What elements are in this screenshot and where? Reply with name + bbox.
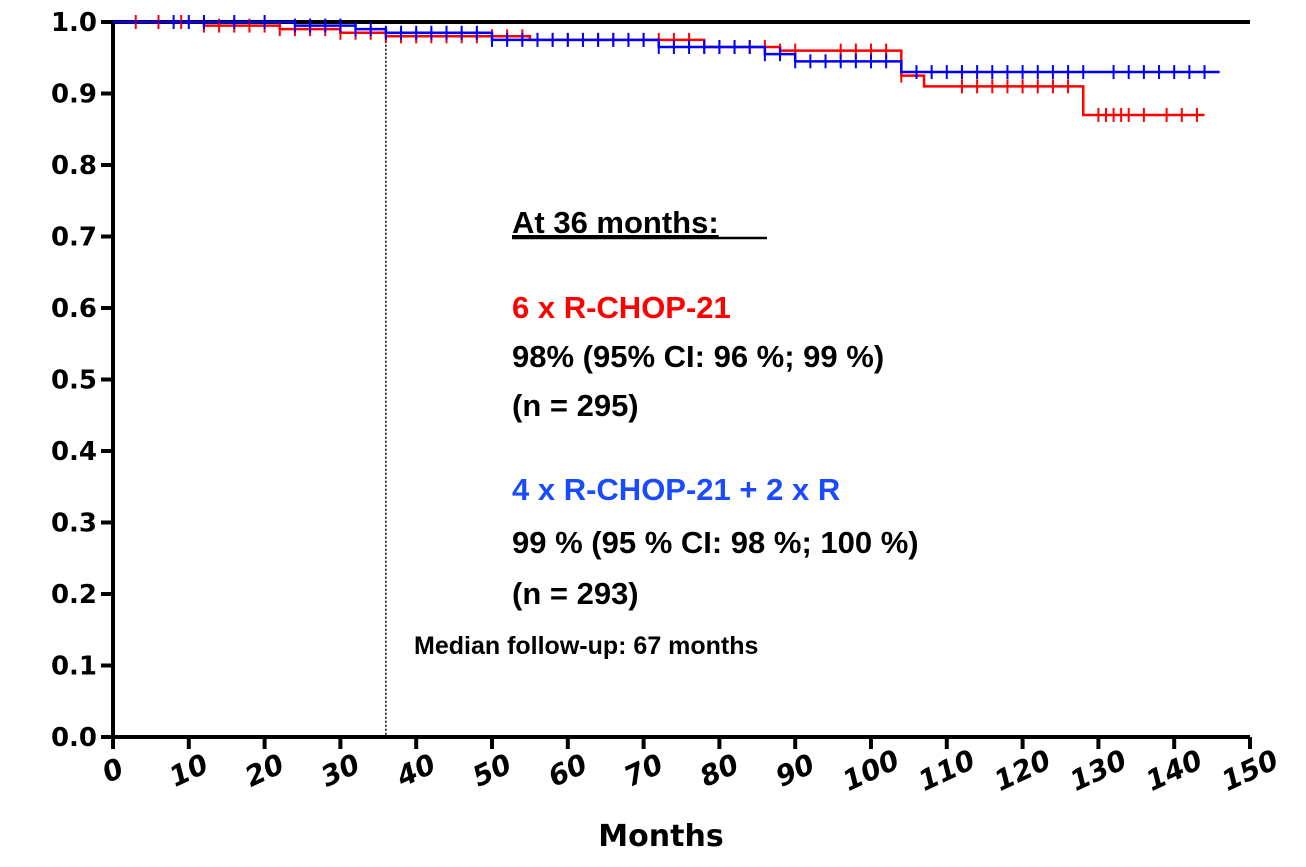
survival-curves xyxy=(113,15,1220,122)
y-tick-label: 0.9 xyxy=(51,80,97,110)
x-tick-label: 90 xyxy=(771,747,820,793)
annotation-heading: At 36 months: xyxy=(512,205,719,240)
median-follow-up-note: Median follow-up: 67 months xyxy=(414,632,758,660)
annotation-block: At 36 months: 6 x R-CHOP-21 98% (95% CI:… xyxy=(414,205,919,660)
x-tick-label: 70 xyxy=(619,747,668,793)
y-tick-label: 0.3 xyxy=(51,509,97,539)
x-tick-label: 150 xyxy=(1217,743,1284,798)
y-tick-label: 0.0 xyxy=(51,723,97,753)
x-tick-label: 40 xyxy=(391,747,441,794)
x-axis-label: Months xyxy=(598,819,723,854)
group2-value: 99 % (95 % CI: 98 %; 100 %) xyxy=(512,525,919,560)
series-1 xyxy=(113,15,1205,122)
x-tick-label: 10 xyxy=(164,747,213,793)
x-tick-label: 80 xyxy=(695,747,744,793)
group1-name: 6 x R-CHOP-21 xyxy=(512,290,731,325)
x-tick-label: 50 xyxy=(467,747,516,793)
axis-ticks: 0.0 0.1 0.2 0.3 0.4 0.5 0.6 0.7 0.8 0.9 1.0 0 10 20 30… xyxy=(51,8,1284,798)
x-tick-label: 100 xyxy=(838,743,905,798)
y-tick-label: 0.2 xyxy=(51,580,97,610)
group2-n: (n = 293) xyxy=(512,576,639,611)
y-tick-label: 0.4 xyxy=(51,437,97,467)
series-2 xyxy=(113,15,1220,80)
x-tick-label: 110 xyxy=(913,743,980,798)
x-tick-label: 130 xyxy=(1065,743,1132,798)
y-tick-label: 0.7 xyxy=(51,223,97,253)
y-tick-label: 0.6 xyxy=(51,294,97,324)
x-tick-label: 30 xyxy=(316,747,365,793)
group1-value: 98% (95% CI: 96 %; 99 %) xyxy=(512,339,884,374)
x-tick-label: 20 xyxy=(240,747,289,793)
series-line xyxy=(113,20,1220,74)
group1-n: (n = 295) xyxy=(512,388,639,423)
y-tick-label: 0.1 xyxy=(51,652,97,682)
y-tick-label: 0.5 xyxy=(51,366,97,396)
y-tick-label: 1.0 xyxy=(51,8,97,38)
x-tick-label: 140 xyxy=(1141,743,1208,798)
group2-name: 4 x R-CHOP-21 + 2 x R xyxy=(512,472,840,507)
x-tick-label: 0 xyxy=(97,751,129,789)
y-tick-label: 0.8 xyxy=(51,151,97,181)
x-tick-label: 120 xyxy=(989,743,1056,798)
x-tick-label: 60 xyxy=(543,747,592,793)
